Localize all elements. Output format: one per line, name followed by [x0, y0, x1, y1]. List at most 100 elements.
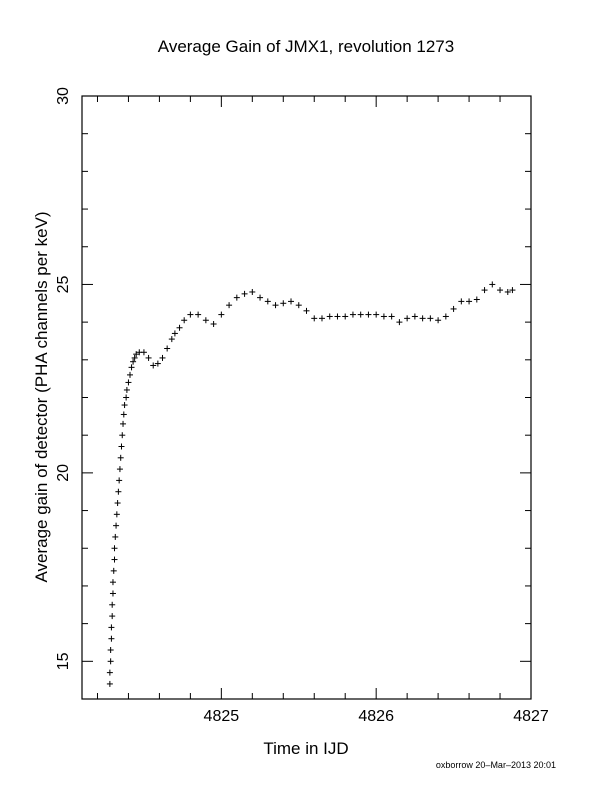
data-point — [272, 302, 279, 309]
data-point — [106, 669, 113, 676]
data-point — [131, 354, 138, 361]
data-point — [311, 315, 318, 322]
x-axis-label: Time in IJD — [263, 739, 348, 758]
data-point — [171, 330, 178, 337]
footer-credit: oxborrow 20–Mar–2013 20:01 — [436, 760, 556, 770]
data-point — [123, 386, 130, 393]
data-point — [112, 533, 119, 540]
data-point — [109, 579, 116, 586]
data-points — [106, 281, 516, 687]
data-point — [509, 287, 516, 294]
y-tick-label: 15 — [55, 652, 72, 670]
data-point — [365, 311, 372, 318]
data-point — [326, 313, 333, 320]
plot-frame — [81, 95, 532, 700]
data-point — [130, 358, 137, 365]
data-point — [419, 315, 426, 322]
y-tick-label: 20 — [55, 464, 72, 482]
x-tick-label: 4826 — [358, 708, 394, 725]
data-point — [109, 601, 116, 608]
data-point — [114, 500, 121, 507]
y-axis-label: Average gain of detector (PHA channels p… — [32, 211, 51, 582]
data-point — [380, 313, 387, 320]
data-point — [264, 298, 271, 305]
data-point — [106, 680, 113, 687]
data-point — [349, 311, 356, 318]
data-point — [125, 379, 132, 386]
data-point — [168, 336, 175, 343]
data-point — [107, 647, 114, 654]
data-point — [176, 324, 183, 331]
data-point — [450, 305, 457, 312]
data-point — [107, 658, 114, 665]
data-point — [110, 567, 117, 574]
data-point — [497, 287, 504, 294]
data-point — [181, 317, 188, 324]
data-point — [145, 354, 152, 361]
data-point — [111, 545, 118, 552]
data-point — [318, 315, 325, 322]
data-point — [504, 288, 511, 295]
data-point — [116, 477, 123, 484]
data-point — [489, 281, 496, 288]
data-point — [113, 522, 120, 529]
data-point — [466, 298, 473, 305]
y-tick-label: 25 — [55, 275, 72, 293]
data-point — [195, 311, 202, 318]
tick-labels: 4825 4826 4827 15 20 25 30 — [55, 87, 549, 725]
data-point — [458, 298, 465, 305]
data-point — [396, 319, 403, 326]
data-point — [334, 313, 341, 320]
data-point — [442, 313, 449, 320]
data-point — [109, 613, 116, 620]
data-point — [119, 432, 126, 439]
data-point — [121, 402, 128, 409]
y-tick-label: 30 — [55, 87, 72, 105]
data-point — [233, 294, 240, 301]
data-point — [257, 294, 264, 301]
data-point — [164, 345, 171, 352]
data-point — [133, 351, 140, 358]
x-tick-label: 4827 — [513, 708, 549, 725]
data-point — [120, 411, 127, 418]
data-point — [108, 624, 115, 631]
data-point — [187, 311, 194, 318]
data-point — [411, 313, 418, 320]
data-point — [109, 590, 116, 597]
data-point — [357, 311, 364, 318]
data-point — [118, 443, 125, 450]
data-point — [342, 313, 349, 320]
chart-title: Average Gain of JMX1, revolution 1273 — [158, 37, 454, 56]
data-point — [288, 298, 295, 305]
data-point — [218, 311, 225, 318]
data-point — [388, 313, 395, 320]
data-point — [154, 360, 161, 367]
data-point — [249, 288, 256, 295]
data-point — [210, 321, 217, 328]
data-point — [126, 371, 133, 378]
data-point — [481, 287, 488, 294]
data-point — [373, 311, 380, 318]
data-point — [159, 354, 166, 361]
data-point — [303, 307, 310, 314]
data-point — [280, 300, 287, 307]
data-point — [140, 349, 147, 356]
data-point — [111, 556, 118, 563]
data-point — [128, 364, 135, 371]
data-point — [435, 317, 442, 324]
data-point — [202, 317, 209, 324]
data-point — [108, 635, 115, 642]
data-point — [120, 420, 127, 427]
data-point — [123, 394, 130, 401]
data-point — [427, 315, 434, 322]
data-point — [113, 511, 120, 518]
data-point — [117, 454, 124, 461]
data-point — [116, 466, 123, 473]
data-point — [473, 296, 480, 303]
data-point — [241, 290, 248, 297]
data-point — [295, 302, 302, 309]
data-point — [226, 302, 233, 309]
data-point — [150, 362, 157, 369]
data-point — [115, 488, 122, 495]
